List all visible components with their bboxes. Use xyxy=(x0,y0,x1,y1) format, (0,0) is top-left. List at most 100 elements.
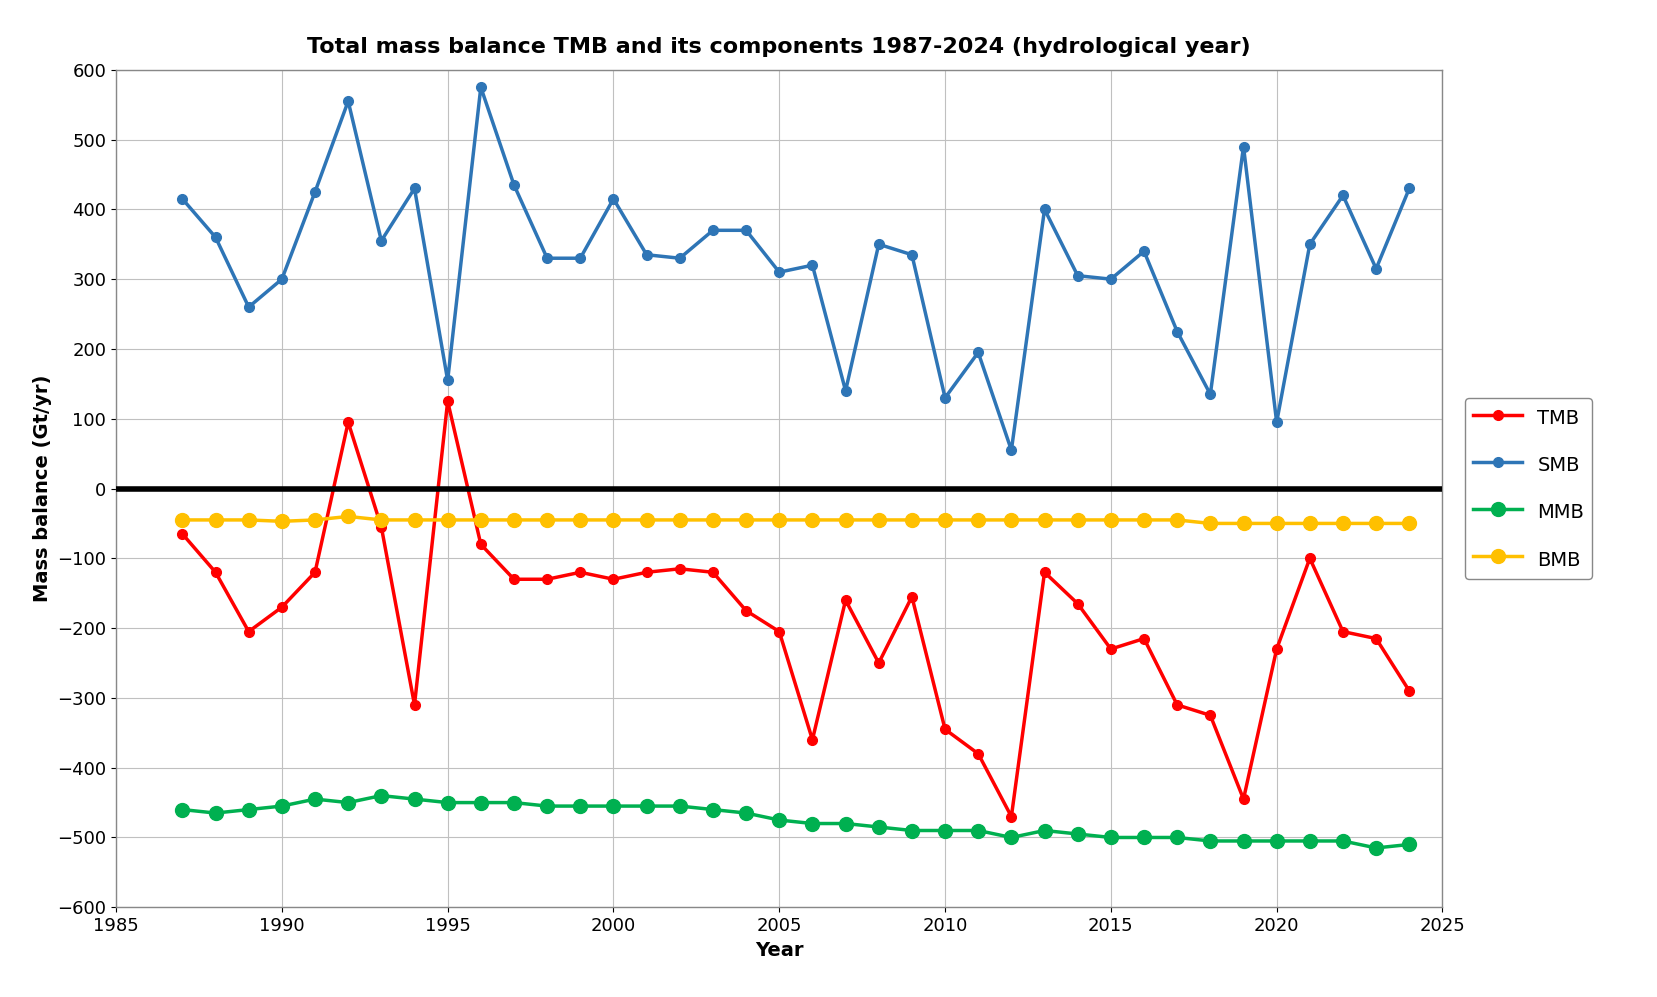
MMB xyxy=(1332,835,1352,847)
TMB xyxy=(305,566,325,578)
BMB xyxy=(835,514,855,526)
MMB xyxy=(1001,831,1021,843)
SMB xyxy=(603,193,623,205)
BMB xyxy=(636,514,656,526)
TMB xyxy=(1266,643,1286,655)
TMB xyxy=(636,566,656,578)
TMB xyxy=(1133,633,1153,645)
TMB xyxy=(703,566,722,578)
TMB xyxy=(1034,566,1054,578)
BMB xyxy=(272,515,292,527)
SMB xyxy=(1233,141,1253,153)
SMB xyxy=(272,273,292,285)
BMB xyxy=(537,514,557,526)
MMB xyxy=(1133,831,1153,843)
MMB xyxy=(1067,828,1087,839)
BMB xyxy=(1233,517,1253,529)
BMB xyxy=(1332,517,1352,529)
SMB xyxy=(239,301,258,313)
BMB xyxy=(736,514,756,526)
MMB xyxy=(272,801,292,813)
SMB xyxy=(205,231,225,243)
SMB xyxy=(172,193,192,205)
SMB xyxy=(868,238,888,250)
MMB xyxy=(1299,835,1319,847)
SMB xyxy=(305,186,325,198)
BMB xyxy=(703,514,722,526)
TMB xyxy=(603,573,623,585)
TMB xyxy=(537,573,557,585)
TMB xyxy=(901,590,921,602)
SMB xyxy=(1266,417,1286,429)
MMB xyxy=(835,818,855,830)
Line: TMB: TMB xyxy=(177,397,1413,822)
Y-axis label: Mass balance (Gt/yr): Mass balance (Gt/yr) xyxy=(33,375,51,602)
MMB xyxy=(636,801,656,813)
MMB xyxy=(205,808,225,820)
TMB xyxy=(504,573,524,585)
BMB xyxy=(1001,514,1021,526)
SMB xyxy=(802,259,822,271)
MMB xyxy=(404,794,424,806)
MMB xyxy=(305,794,325,806)
TMB xyxy=(968,748,988,760)
BMB xyxy=(603,514,623,526)
TMB xyxy=(669,563,689,575)
TMB xyxy=(835,594,855,606)
MMB xyxy=(703,804,722,816)
Line: MMB: MMB xyxy=(176,789,1415,854)
TMB xyxy=(1001,811,1021,823)
TMB xyxy=(272,601,292,613)
MMB xyxy=(736,808,756,820)
X-axis label: Year: Year xyxy=(754,940,804,959)
TMB xyxy=(172,528,192,540)
TMB xyxy=(935,724,954,736)
SMB xyxy=(338,96,358,108)
MMB xyxy=(1100,831,1120,843)
SMB xyxy=(1034,203,1054,215)
BMB xyxy=(471,514,490,526)
MMB xyxy=(1200,835,1220,847)
BMB xyxy=(1034,514,1054,526)
BMB xyxy=(305,514,325,526)
BMB xyxy=(1365,517,1385,529)
TMB xyxy=(1067,598,1087,610)
MMB xyxy=(1365,842,1385,854)
BMB xyxy=(1067,514,1087,526)
TMB xyxy=(471,538,490,550)
MMB xyxy=(1167,831,1186,843)
TMB xyxy=(802,734,822,746)
SMB xyxy=(537,252,557,264)
MMB xyxy=(338,797,358,809)
TMB xyxy=(205,566,225,578)
BMB xyxy=(1200,517,1220,529)
SMB xyxy=(437,375,457,387)
BMB xyxy=(1100,514,1120,526)
TMB xyxy=(239,626,258,638)
TMB xyxy=(769,626,789,638)
BMB xyxy=(338,510,358,522)
BMB xyxy=(935,514,954,526)
SMB xyxy=(471,82,490,94)
BMB xyxy=(371,514,391,526)
BMB xyxy=(868,514,888,526)
MMB xyxy=(371,790,391,802)
MMB xyxy=(1399,838,1418,850)
BMB xyxy=(437,514,457,526)
TMB xyxy=(1299,552,1319,564)
SMB xyxy=(1133,245,1153,257)
MMB xyxy=(570,801,590,813)
SMB xyxy=(935,392,954,404)
BMB xyxy=(205,514,225,526)
MMB xyxy=(1233,835,1253,847)
SMB xyxy=(703,224,722,236)
MMB xyxy=(769,815,789,827)
TMB xyxy=(1233,794,1253,806)
SMB xyxy=(570,252,590,264)
MMB xyxy=(935,825,954,836)
TMB xyxy=(1100,643,1120,655)
SMB xyxy=(901,249,921,261)
BMB xyxy=(239,514,258,526)
SMB xyxy=(736,224,756,236)
SMB xyxy=(1399,182,1418,194)
